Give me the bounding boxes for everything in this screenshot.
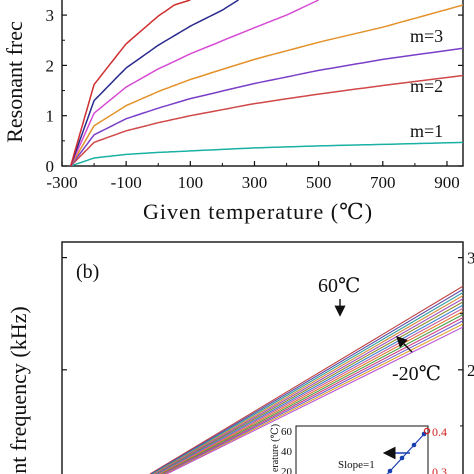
- series-line: [166, 326, 463, 474]
- inset-annotation: Slope=1: [338, 459, 375, 471]
- series-line: [162, 317, 463, 474]
- x-tick-label: -300: [46, 173, 77, 192]
- series-line: [156, 301, 463, 474]
- panel-b-y-axis-label: nt frequency (kHz): [6, 306, 31, 473]
- series-line: [150, 288, 463, 474]
- inset-left-tick: 40: [281, 446, 293, 458]
- series-line: [70, 4, 463, 166]
- series-line: [163, 320, 463, 474]
- series-line: [157, 304, 463, 474]
- inset-right-tick: 0.3: [432, 465, 447, 474]
- y-tick-label: 1: [46, 107, 55, 126]
- inset-left-tick: 60: [281, 426, 293, 438]
- panel-b-y-ticks: 123: [62, 249, 474, 474]
- series-line: [153, 295, 463, 474]
- panel-a-y-axis-label: Resonant frec: [2, 21, 27, 143]
- inset-frame: [295, 425, 429, 474]
- annotation-m3: m=3: [410, 26, 443, 46]
- panel-b-frame: [61, 241, 464, 474]
- panel-a-x-ticks: -300 -100 100 300 500 700 900: [46, 161, 460, 192]
- series-line: [159, 310, 463, 474]
- inset-point: [411, 442, 417, 448]
- series-line: [70, 141, 463, 166]
- inset-y-label: erature (℃): [270, 424, 281, 472]
- series-line: [152, 291, 463, 474]
- panel-b: 123 (b) nt frequency (kHz) 60℃ -20℃ erat…: [6, 241, 474, 474]
- y-tick-label: 2: [46, 56, 55, 75]
- y-tick-label: 0: [46, 157, 55, 176]
- series-line: [70, 0, 319, 166]
- inset-right-tick: 0.4: [432, 425, 447, 439]
- annotation-minus20c: -20℃: [392, 363, 441, 385]
- x-tick-label: -100: [111, 173, 142, 192]
- inset: erature (℃) 60 40 20 0.4 0.3 Slope=1: [270, 424, 447, 474]
- x-tick-label: 300: [242, 173, 268, 192]
- series-line: [70, 47, 463, 166]
- series-line: [161, 313, 463, 474]
- panel-a: -300 -100 100 300 500 700 900 0 1 2 3 Resonant fr…: [2, 0, 464, 224]
- series-line: [154, 298, 463, 474]
- series-line: [69, 0, 191, 166]
- x-tick-label: 500: [306, 173, 332, 192]
- inset-point: [421, 431, 427, 437]
- arrow-minus20c: [396, 336, 413, 353]
- annotation-m1: m=1: [410, 121, 443, 141]
- panel-a-series: [69, 0, 463, 166]
- inset-point: [387, 468, 393, 474]
- panel-a-frame: [61, 0, 464, 167]
- inset-left-tick: 20: [281, 466, 293, 474]
- series-line: [158, 307, 463, 474]
- y-tick-label: 3: [46, 6, 55, 25]
- panel-b-series: [149, 285, 463, 474]
- y-tick-label: 3: [467, 249, 474, 268]
- x-tick-label: 700: [370, 173, 396, 192]
- series-line: [70, 74, 463, 166]
- panel-b-label: (b): [76, 261, 99, 283]
- annotation-60c: 60℃: [318, 275, 360, 297]
- panel-a-y-ticks: 0 1 2 3: [46, 6, 463, 176]
- x-tick-label: 100: [178, 173, 204, 192]
- inset-point: [399, 455, 405, 461]
- x-tick-label: 900: [434, 173, 460, 192]
- series-line: [149, 285, 463, 474]
- annotation-m2: m=2: [410, 76, 443, 96]
- panel-a-x-axis-label: Given temperature (℃): [143, 199, 373, 224]
- y-tick-label: 2: [467, 361, 474, 380]
- series-line: [69, 0, 239, 166]
- inset-point-red: [423, 427, 431, 435]
- series-line: [165, 323, 463, 474]
